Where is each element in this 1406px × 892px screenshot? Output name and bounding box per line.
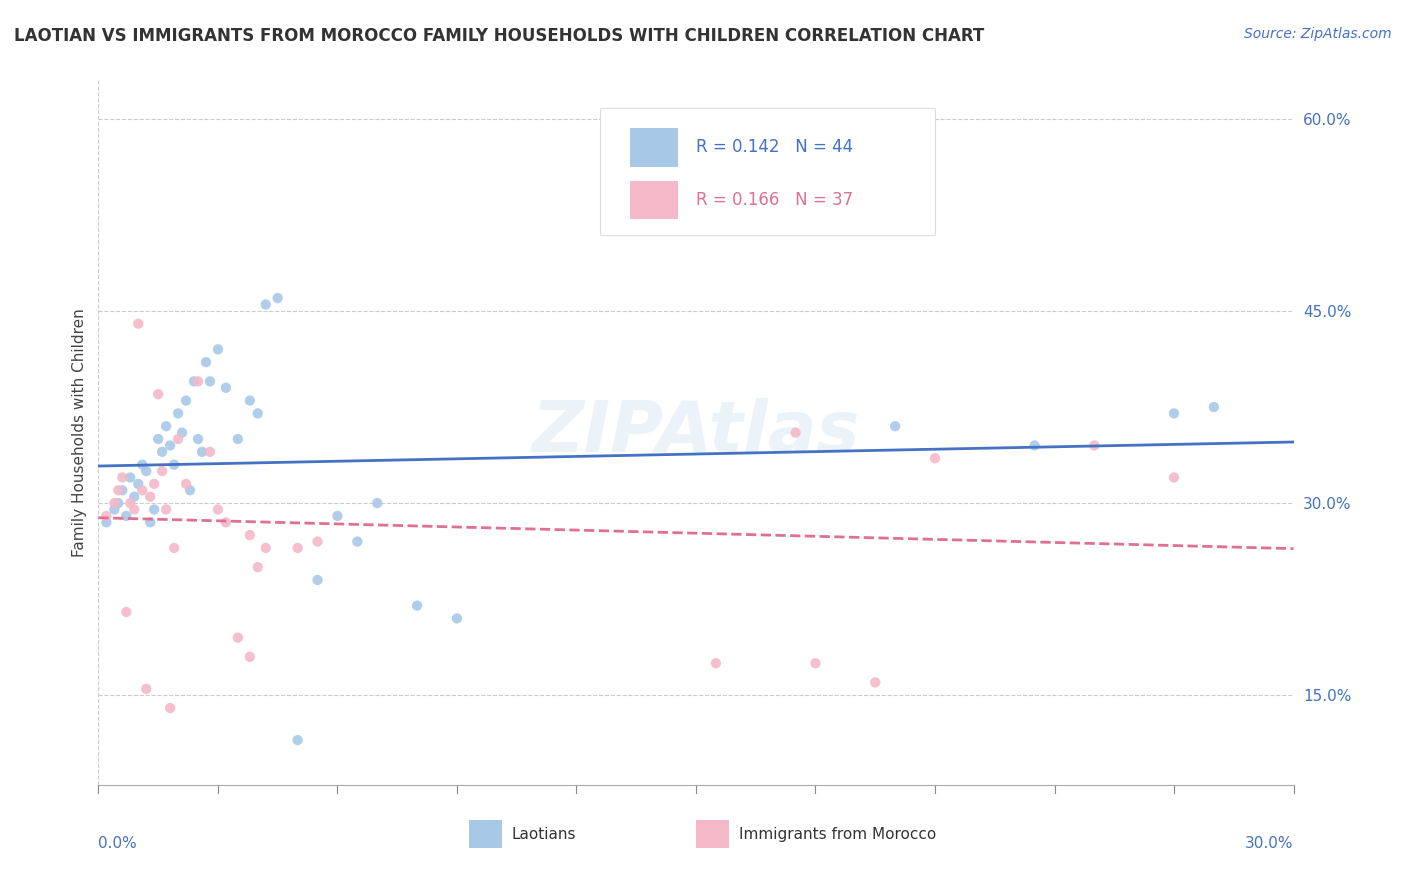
Point: [1083, 438, 1105, 452]
Point: [246, 560, 269, 574]
Point: [135, 464, 157, 478]
Point: [704, 657, 727, 671]
Point: [143, 476, 166, 491]
Point: [148, 387, 170, 401]
Text: Source: ZipAtlas.com: Source: ZipAtlas.com: [1244, 27, 1392, 41]
Point: [254, 541, 277, 555]
Point: [267, 291, 290, 305]
Point: [179, 483, 201, 498]
Point: [107, 496, 129, 510]
Point: [884, 419, 907, 434]
Point: [103, 502, 125, 516]
Point: [150, 445, 173, 459]
Point: [174, 476, 197, 491]
Point: [191, 445, 214, 459]
Point: [307, 534, 329, 549]
Point: [115, 605, 138, 619]
Point: [1163, 470, 1185, 484]
Point: [124, 502, 146, 516]
Point: [207, 502, 229, 516]
Point: [115, 508, 138, 523]
Point: [183, 375, 205, 389]
Text: Immigrants from Morocco: Immigrants from Morocco: [740, 827, 936, 842]
Text: 30.0%: 30.0%: [1246, 836, 1294, 851]
Point: [148, 432, 170, 446]
Bar: [630, 128, 678, 167]
Point: [246, 406, 269, 420]
Point: [239, 528, 262, 542]
Point: [446, 611, 468, 625]
Point: [307, 573, 329, 587]
Point: [198, 375, 221, 389]
Point: [155, 419, 177, 434]
Point: [111, 483, 134, 498]
Point: [150, 464, 173, 478]
Point: [226, 432, 249, 446]
Point: [131, 483, 153, 498]
Point: [1024, 438, 1046, 452]
Point: [135, 681, 157, 696]
Point: [207, 343, 229, 357]
Point: [187, 375, 209, 389]
Point: [139, 516, 162, 530]
Text: R = 0.142   N = 44: R = 0.142 N = 44: [696, 138, 853, 156]
Bar: [630, 181, 678, 219]
Point: [127, 476, 149, 491]
Point: [159, 438, 181, 452]
Point: [163, 458, 186, 472]
Point: [107, 483, 129, 498]
Point: [195, 355, 218, 369]
Point: [139, 490, 162, 504]
Point: [120, 470, 142, 484]
Point: [120, 496, 142, 510]
Text: LAOTIAN VS IMMIGRANTS FROM MOROCCO FAMILY HOUSEHOLDS WITH CHILDREN CORRELATION C: LAOTIAN VS IMMIGRANTS FROM MOROCCO FAMIL…: [14, 27, 984, 45]
Point: [163, 541, 186, 555]
Y-axis label: Family Households with Children: Family Households with Children: [72, 309, 87, 557]
Point: [287, 541, 309, 555]
Point: [326, 508, 349, 523]
Point: [215, 516, 238, 530]
Point: [406, 599, 429, 613]
Point: [96, 516, 118, 530]
Point: [167, 432, 190, 446]
Point: [287, 733, 309, 747]
Point: [172, 425, 194, 440]
Point: [198, 445, 221, 459]
Point: [96, 508, 118, 523]
Point: [865, 675, 887, 690]
Text: ZIPAtlas: ZIPAtlas: [531, 398, 860, 467]
Point: [215, 381, 238, 395]
Text: Laotians: Laotians: [512, 827, 576, 842]
Point: [159, 701, 181, 715]
Bar: [470, 821, 502, 848]
Point: [804, 657, 827, 671]
Point: [155, 502, 177, 516]
Bar: [696, 821, 730, 848]
Text: 0.0%: 0.0%: [98, 836, 138, 851]
Point: [111, 470, 134, 484]
FancyBboxPatch shape: [600, 109, 935, 235]
Text: R = 0.166   N = 37: R = 0.166 N = 37: [696, 191, 853, 209]
Point: [124, 490, 146, 504]
Point: [167, 406, 190, 420]
Point: [366, 496, 388, 510]
Point: [346, 534, 368, 549]
Point: [103, 496, 125, 510]
Point: [131, 458, 153, 472]
Point: [187, 432, 209, 446]
Point: [924, 451, 946, 466]
Point: [1163, 406, 1185, 420]
Point: [174, 393, 197, 408]
Point: [254, 297, 277, 311]
Point: [785, 425, 807, 440]
Point: [1202, 400, 1225, 414]
Point: [226, 631, 249, 645]
Point: [143, 502, 166, 516]
Point: [127, 317, 149, 331]
Point: [239, 393, 262, 408]
Point: [239, 649, 262, 664]
